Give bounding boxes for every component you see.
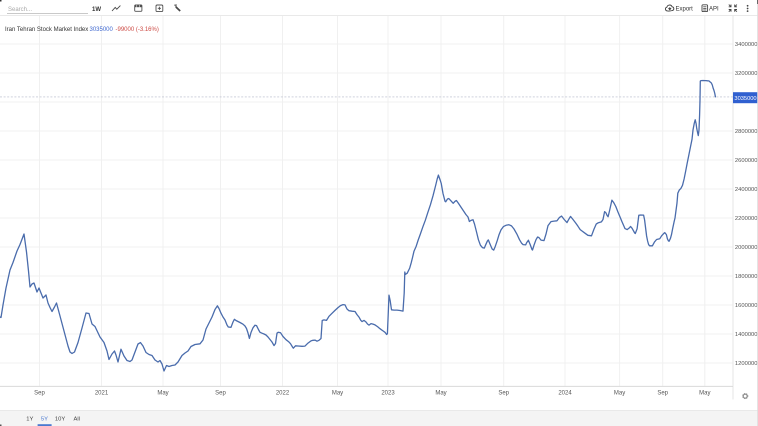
svg-text:May: May [157,391,168,397]
svg-text:5Y: 5Y [41,416,48,422]
svg-text:May: May [435,391,446,397]
svg-text:All: All [73,416,79,422]
svg-text:May: May [332,391,343,397]
svg-text:May: May [699,391,710,397]
svg-text:Export: Export [676,7,694,13]
svg-text:2023: 2023 [381,391,395,397]
svg-text:3035000: 3035000 [90,27,114,33]
svg-text:3400000: 3400000 [735,42,758,48]
svg-text:2021: 2021 [95,391,109,397]
svg-text:Sep: Sep [657,391,668,397]
svg-text:2022: 2022 [276,391,290,397]
svg-text:2024: 2024 [558,391,572,397]
svg-text:-99000 (-3.16%): -99000 (-3.16%) [116,27,159,33]
svg-text:2200000: 2200000 [735,216,758,222]
svg-text:3035000: 3035000 [734,96,756,102]
svg-text:2000000: 2000000 [735,245,758,251]
svg-text:1400000: 1400000 [735,332,758,338]
svg-text:2600000: 2600000 [735,158,758,164]
svg-text:10Y: 10Y [55,416,65,422]
svg-text:1800000: 1800000 [735,274,758,280]
svg-text:1600000: 1600000 [735,303,758,309]
svg-text:3200000: 3200000 [735,71,758,77]
svg-text:Sep: Sep [215,391,226,397]
svg-text:1Y: 1Y [26,416,33,422]
svg-text:2800000: 2800000 [735,129,758,135]
svg-text:2400000: 2400000 [735,187,758,193]
svg-text:Iran Tehran Stock Market Index: Iran Tehran Stock Market Index [5,27,88,33]
svg-text:May: May [614,391,625,397]
svg-text:1W: 1W [92,7,101,13]
svg-text:API: API [709,7,719,13]
svg-text:Sep: Sep [34,391,45,397]
svg-text:1200000: 1200000 [735,361,758,367]
svg-text:Sep: Sep [498,391,509,397]
svg-text:Search...: Search... [8,7,32,13]
